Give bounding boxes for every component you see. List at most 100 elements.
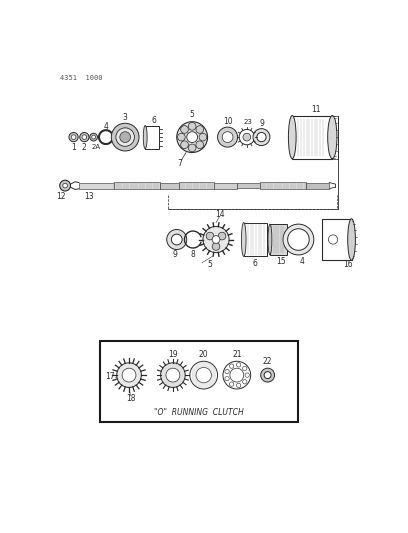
Ellipse shape — [348, 219, 355, 260]
Text: 17: 17 — [105, 372, 115, 381]
Text: 10: 10 — [223, 117, 233, 126]
Circle shape — [60, 180, 71, 191]
Text: 6: 6 — [151, 116, 156, 125]
Text: 19: 19 — [168, 350, 178, 359]
Ellipse shape — [143, 126, 147, 149]
Circle shape — [120, 132, 131, 142]
Text: 2A: 2A — [91, 144, 100, 150]
Bar — [292, 116, 332, 159]
Text: 8: 8 — [191, 251, 195, 260]
Circle shape — [283, 224, 314, 255]
Circle shape — [188, 123, 196, 130]
Text: 9: 9 — [173, 251, 177, 260]
Circle shape — [203, 227, 229, 253]
Circle shape — [261, 368, 275, 382]
Text: 18: 18 — [126, 394, 135, 403]
Text: 14: 14 — [215, 211, 225, 220]
Circle shape — [212, 243, 220, 251]
Circle shape — [206, 232, 214, 240]
Bar — [79, 182, 113, 189]
Circle shape — [80, 133, 89, 142]
Circle shape — [116, 128, 134, 147]
Bar — [322, 219, 352, 260]
Text: 1: 1 — [71, 143, 76, 151]
Bar — [244, 223, 267, 256]
Text: 21: 21 — [232, 350, 242, 359]
Circle shape — [181, 126, 188, 133]
Ellipse shape — [288, 116, 296, 159]
Text: 11: 11 — [311, 105, 321, 114]
Text: 3: 3 — [123, 114, 128, 123]
Circle shape — [188, 144, 196, 152]
Circle shape — [243, 366, 247, 370]
Text: 16: 16 — [343, 260, 353, 269]
Text: 4: 4 — [300, 256, 305, 265]
Text: 20: 20 — [199, 350, 208, 359]
Circle shape — [225, 376, 229, 381]
Circle shape — [196, 141, 204, 149]
Bar — [100, 341, 298, 422]
Circle shape — [225, 369, 229, 374]
Circle shape — [223, 361, 251, 389]
Text: 5: 5 — [190, 109, 195, 118]
Circle shape — [92, 135, 95, 139]
Text: 13: 13 — [84, 192, 94, 201]
Text: 22: 22 — [263, 357, 273, 366]
Circle shape — [196, 367, 211, 383]
Circle shape — [187, 132, 197, 142]
Circle shape — [239, 130, 255, 145]
Bar — [145, 126, 159, 149]
Ellipse shape — [328, 116, 337, 159]
Text: 7: 7 — [177, 159, 182, 168]
Circle shape — [243, 379, 247, 384]
Circle shape — [63, 183, 67, 188]
Circle shape — [82, 135, 86, 140]
Circle shape — [257, 133, 266, 142]
Circle shape — [218, 232, 226, 240]
Bar — [214, 182, 237, 189]
Circle shape — [237, 383, 241, 387]
Circle shape — [230, 368, 244, 382]
Circle shape — [166, 368, 180, 382]
Circle shape — [328, 235, 338, 244]
Text: 12: 12 — [57, 192, 66, 201]
Circle shape — [245, 373, 249, 377]
Circle shape — [243, 133, 251, 141]
Ellipse shape — [242, 223, 246, 256]
Circle shape — [171, 234, 182, 245]
Text: 15: 15 — [276, 257, 286, 266]
Circle shape — [71, 135, 76, 140]
Ellipse shape — [268, 224, 272, 255]
Bar — [160, 182, 179, 189]
Circle shape — [90, 133, 98, 141]
Text: 9: 9 — [259, 119, 264, 128]
Circle shape — [288, 229, 309, 251]
Circle shape — [229, 382, 234, 386]
Text: "O"  RUNNING  CLUTCH: "O" RUNNING CLUTCH — [154, 408, 244, 417]
Circle shape — [167, 230, 187, 249]
Text: 4: 4 — [104, 122, 109, 131]
Circle shape — [199, 133, 207, 141]
Circle shape — [111, 123, 139, 151]
Bar — [237, 183, 260, 188]
Text: 4351  1000: 4351 1000 — [60, 75, 102, 80]
Circle shape — [264, 372, 271, 378]
Circle shape — [122, 368, 136, 382]
Circle shape — [161, 363, 185, 387]
Circle shape — [190, 361, 217, 389]
Circle shape — [177, 133, 185, 141]
Text: 2: 2 — [82, 143, 87, 151]
Circle shape — [222, 132, 233, 142]
Circle shape — [237, 363, 241, 367]
Circle shape — [196, 126, 204, 133]
Text: 6: 6 — [253, 259, 258, 268]
Bar — [260, 182, 306, 189]
Bar — [179, 182, 214, 189]
Circle shape — [217, 127, 237, 147]
Circle shape — [229, 364, 234, 368]
Bar — [113, 182, 160, 189]
Bar — [270, 224, 287, 255]
Text: 23: 23 — [243, 119, 252, 125]
Circle shape — [181, 141, 188, 149]
Circle shape — [177, 122, 208, 152]
